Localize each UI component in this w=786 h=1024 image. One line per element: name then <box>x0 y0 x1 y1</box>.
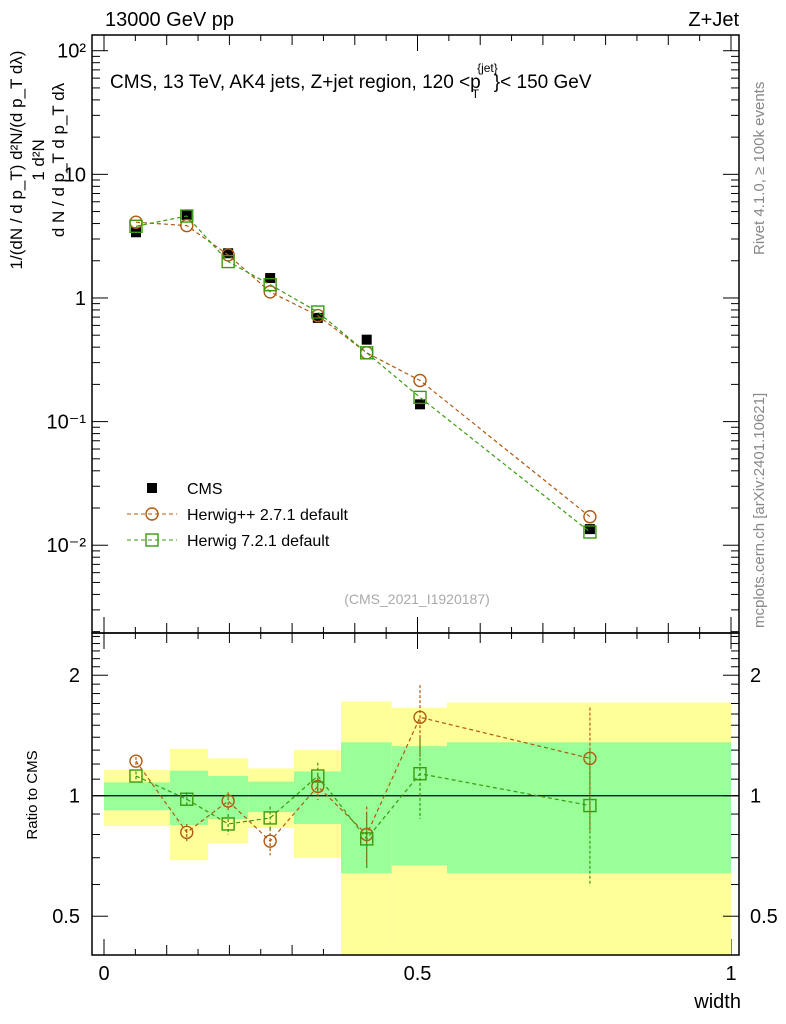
data-point <box>413 373 427 388</box>
y-tick-label: 1 <box>69 786 80 808</box>
data-point <box>180 825 194 840</box>
plot-title: CMS, 13 TeV, AK4 jets, Z+jet region, 120… <box>110 61 592 101</box>
y-tick-label: 10⁻¹ <box>47 412 87 434</box>
data-point <box>263 811 277 825</box>
legend-label: Herwig 7.2.1 default <box>187 533 330 550</box>
data-point <box>584 524 595 535</box>
data-point <box>360 832 374 846</box>
data-point <box>263 278 277 292</box>
y-tick-label: 1 <box>75 288 86 310</box>
data-point <box>361 334 372 345</box>
data-point <box>583 798 597 813</box>
data-point <box>263 834 277 848</box>
series-line <box>135 716 591 843</box>
title-sub: T <box>472 87 480 101</box>
y-tick-label: 10 <box>64 164 86 186</box>
data-point <box>413 767 427 781</box>
title-end: }< 150 GeV <box>494 72 592 93</box>
y-axis-label: 1/(dN / d p_T) d²N/(d p_T dλ) <box>7 51 26 270</box>
data-point <box>413 710 427 725</box>
side-rivet: Rivet 4.1.0, ≥ 100k events <box>751 82 768 255</box>
data-point <box>311 305 325 319</box>
title-main: CMS, 13 TeV, AK4 jets, Z+jet region, 120… <box>110 72 481 93</box>
header-right: Z+Jet <box>688 9 739 31</box>
data-point <box>180 792 194 806</box>
data-point <box>129 219 143 233</box>
y-tick-label: 0.5 <box>52 906 80 928</box>
data-point <box>263 285 277 299</box>
band-inner <box>446 742 731 874</box>
series-line <box>135 773 591 840</box>
data-point <box>360 346 374 360</box>
annotation: (CMS_2021_I1920187) <box>344 591 490 607</box>
series-line <box>135 215 591 533</box>
x-tick-label: 1 <box>725 963 736 985</box>
x-axis-label: width <box>693 991 741 1013</box>
data-point <box>413 390 427 405</box>
x-tick-label: 0.5 <box>404 963 432 985</box>
series-line <box>135 221 591 518</box>
header-left: 13000 GeV pp <box>105 9 234 31</box>
data-point <box>311 769 325 783</box>
y-tick-label-right: 2 <box>750 665 761 687</box>
y-tick-label-right: 1 <box>750 786 761 808</box>
legend-marker <box>145 533 159 547</box>
title-sup: {jet} <box>477 61 498 75</box>
legend-label: Herwig++ 2.7.1 default <box>187 507 349 524</box>
data-point <box>129 754 143 768</box>
legend-marker <box>147 483 157 493</box>
x-tick-label: 0 <box>98 963 109 985</box>
legend-marker <box>145 507 159 521</box>
data-point <box>223 248 234 259</box>
legend-label: CMS <box>187 481 223 498</box>
y-axis-label-num: 1 d²N <box>29 139 48 181</box>
band-inner <box>248 781 294 813</box>
ratio-y-label: Ratio to CMS <box>24 750 41 839</box>
data-point <box>221 254 235 269</box>
data-point <box>129 769 143 783</box>
lower-frame <box>91 632 740 956</box>
y-tick-label: 10² <box>57 41 86 63</box>
data-point <box>180 218 194 233</box>
data-point <box>221 817 235 831</box>
y-tick-label: 10⁻² <box>47 535 87 557</box>
side-mcplots: mcplots.cern.ch [arXiv:2401.10621] <box>751 393 768 628</box>
data-point <box>180 209 194 223</box>
y-axis-label-den: d N / d p_T d p_T dλ <box>49 82 68 237</box>
data-point <box>415 399 426 410</box>
data-point <box>583 510 597 524</box>
data-point <box>181 209 192 220</box>
band-inner <box>391 746 447 866</box>
y-tick-label-right: 0.5 <box>750 906 778 928</box>
y-tick-label: 2 <box>69 665 80 687</box>
band-inner <box>169 770 209 825</box>
data-point <box>583 525 597 539</box>
data-point <box>221 794 235 808</box>
